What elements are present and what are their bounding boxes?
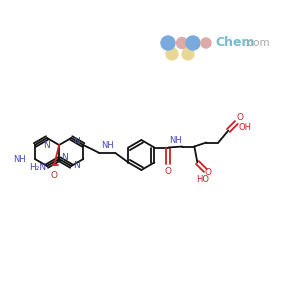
Text: .com: .com <box>245 38 271 48</box>
Text: NH: NH <box>101 142 114 151</box>
Text: Chem: Chem <box>215 37 254 50</box>
Text: N: N <box>43 142 50 151</box>
Circle shape <box>166 48 178 60</box>
Circle shape <box>161 36 175 50</box>
Circle shape <box>186 36 200 50</box>
Text: O: O <box>237 113 244 122</box>
Circle shape <box>176 38 188 49</box>
Text: N: N <box>73 136 80 146</box>
Text: O: O <box>165 167 172 176</box>
Text: N: N <box>73 160 80 169</box>
Text: OH: OH <box>238 123 251 132</box>
Text: N: N <box>61 154 68 163</box>
Text: HO: HO <box>196 175 209 184</box>
Circle shape <box>201 38 211 48</box>
Text: NH: NH <box>13 154 26 164</box>
Text: O: O <box>51 170 58 179</box>
Text: NH: NH <box>169 136 182 145</box>
Text: O: O <box>205 168 212 177</box>
Circle shape <box>182 48 194 60</box>
Text: H₂N: H₂N <box>29 163 46 172</box>
